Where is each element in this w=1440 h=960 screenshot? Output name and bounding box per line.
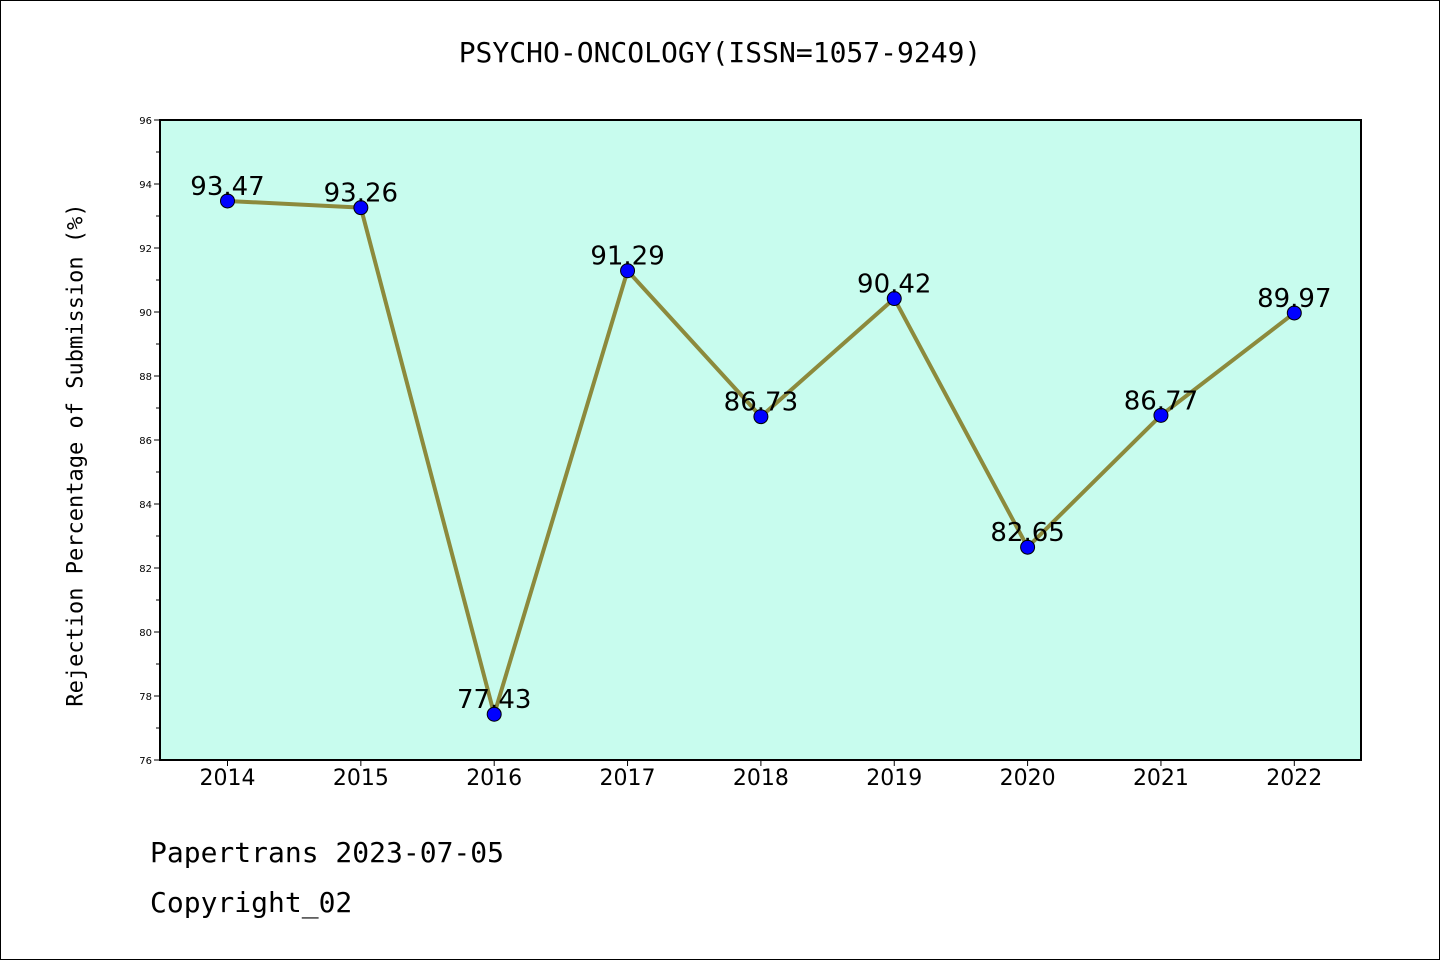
data-point	[620, 263, 636, 279]
data-label: 86.73	[724, 388, 798, 418]
y-tick-label: 78	[139, 692, 152, 703]
data-point	[1286, 305, 1302, 321]
data-label: 89.97	[1257, 284, 1331, 314]
y-tick-label: 84	[139, 500, 152, 511]
data-point	[486, 706, 502, 722]
data-label: 91.29	[590, 242, 664, 272]
x-tick-label: 2015	[333, 766, 389, 791]
data-label: 86.77	[1124, 386, 1198, 416]
x-tick-label: 2016	[466, 766, 522, 791]
x-tick-label: 2020	[1000, 766, 1056, 791]
y-tick-label: 94	[139, 180, 152, 191]
x-tick-label: 2017	[600, 766, 656, 791]
data-point	[220, 193, 235, 209]
data-label: 82.65	[990, 518, 1064, 548]
x-tick-label: 2019	[866, 766, 922, 791]
y-tick-label: 82	[139, 564, 152, 575]
data-point	[753, 409, 769, 425]
data-point	[1020, 539, 1036, 555]
data-label: 90.42	[857, 270, 931, 300]
data-label: 93.26	[324, 179, 398, 209]
footer-source: Papertrans 2023-07-05	[150, 836, 505, 869]
data-point	[353, 200, 369, 216]
x-tick-label: 2014	[200, 766, 256, 791]
y-tick-label: 76	[139, 756, 152, 767]
y-tick-label: 88	[139, 372, 152, 383]
x-tick-label: 2022	[1266, 766, 1322, 791]
x-tick-label: 2018	[733, 766, 789, 791]
footer-copyright: Copyright_02	[150, 886, 353, 919]
x-tick-label: 2021	[1133, 766, 1189, 791]
chart-title: PSYCHO-ONCOLOGY(ISSN=1057-9249)	[458, 36, 982, 69]
y-tick-label: 90	[139, 308, 152, 319]
y-tick-label: 80	[139, 628, 152, 639]
y-tick-label: 92	[139, 244, 152, 255]
y-tick-label: 96	[139, 116, 152, 127]
data-point	[886, 291, 902, 307]
data-point	[1153, 407, 1169, 423]
plot-area	[160, 120, 1361, 760]
y-tick-label: 86	[139, 436, 152, 447]
data-label: 77.43	[457, 685, 531, 715]
plot-border	[159, 119, 1362, 761]
data-label: 93.47	[190, 172, 264, 202]
